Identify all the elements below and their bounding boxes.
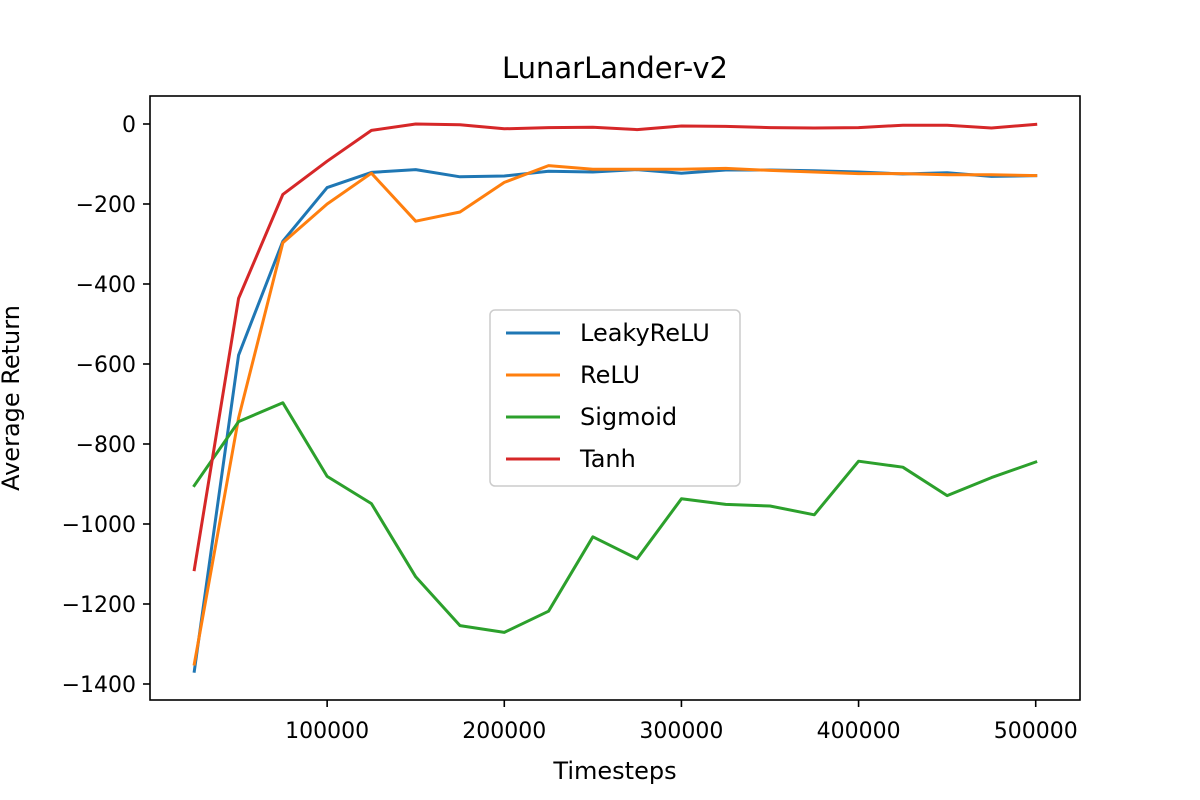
x-tick-label: 100000 <box>285 719 369 744</box>
y-tick-label: −1200 <box>62 593 136 618</box>
y-tick-label: −400 <box>76 273 136 298</box>
series-line-sigmoid <box>192 401 1038 634</box>
y-axis-label: Average Return <box>0 305 25 491</box>
plot-frame <box>149 95 1081 701</box>
x-tick-label: 500000 <box>994 719 1078 744</box>
legend-label-relu: ReLU <box>580 361 640 389</box>
legend-label-sigmoid: Sigmoid <box>580 403 677 431</box>
legend-label-leakyrelu: LeakyReLU <box>580 319 710 347</box>
x-axis-label: Timesteps <box>552 757 676 785</box>
x-tick-label: 400000 <box>817 719 901 744</box>
series-line-tanh <box>192 122 1038 572</box>
legend-box <box>489 309 741 487</box>
x-tick-label: 300000 <box>639 719 723 744</box>
x-tick-label: 200000 <box>462 719 546 744</box>
y-tick-label: −800 <box>76 433 136 458</box>
legend: LeakyReLU ReLU Sigmoid Tanh <box>489 309 741 487</box>
y-axis-ticks: 0 −200 −400 −600 −800 −1000 −1200 −1400 <box>62 113 150 698</box>
legend-label-tanh: Tanh <box>579 445 636 473</box>
y-tick-label: 0 <box>122 113 136 138</box>
y-tick-label: −200 <box>76 193 136 218</box>
x-axis-ticks: 100000 200000 300000 400000 500000 <box>285 700 1078 744</box>
y-tick-label: −1400 <box>62 673 136 698</box>
plot-lines <box>192 122 1038 673</box>
y-tick-label: −600 <box>76 353 136 378</box>
series-line-relu <box>192 164 1038 666</box>
y-tick-label: −1000 <box>62 513 136 538</box>
chart-title: LunarLander-v2 <box>502 51 728 85</box>
